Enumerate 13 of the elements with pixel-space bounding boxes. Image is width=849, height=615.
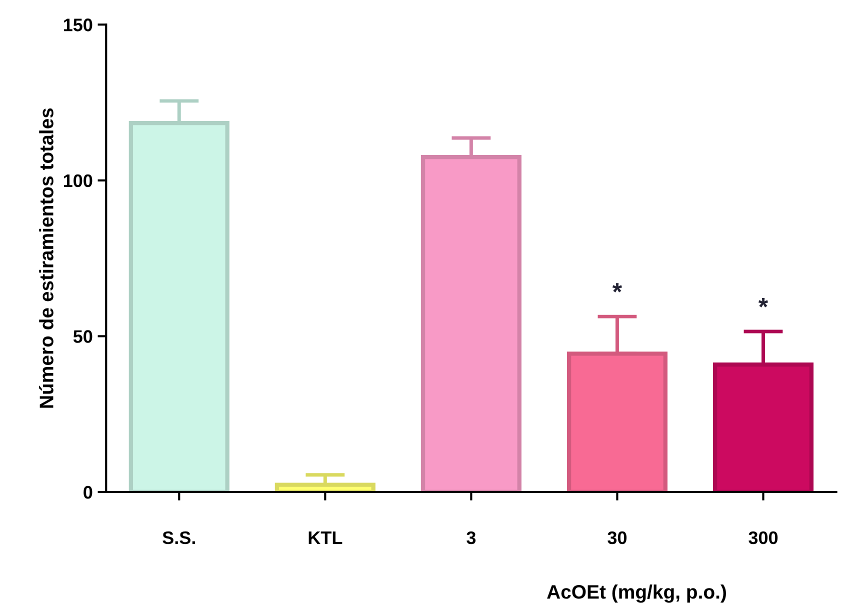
y-tick-label: 150 bbox=[64, 18, 92, 32]
x-tick-label: S.S. bbox=[162, 531, 195, 544]
y-tick-label: 50 bbox=[73, 330, 92, 343]
annotation: * bbox=[758, 298, 768, 308]
annotation: * bbox=[612, 283, 622, 292]
x-tick-label: 30 bbox=[608, 531, 627, 544]
x-tick-label: 3 bbox=[466, 531, 476, 544]
x-axis-title: AcOEt (mg/kg, p.o.) bbox=[547, 584, 726, 603]
x-tick-label: 300 bbox=[748, 531, 778, 544]
y-axis-title: Número de estiramientos totales bbox=[38, 108, 54, 408]
y-tick-label: 0 bbox=[84, 486, 92, 499]
x-tick-label: KTL bbox=[308, 532, 342, 544]
y-tick-label: 100 bbox=[64, 174, 92, 188]
